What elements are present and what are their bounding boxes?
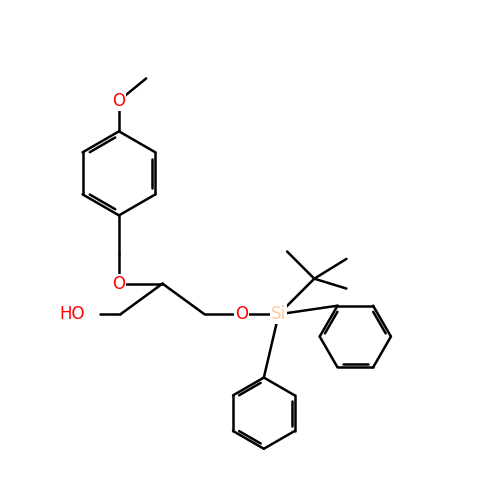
Text: O: O	[112, 92, 126, 110]
Text: Si: Si	[271, 306, 286, 324]
Text: O: O	[235, 306, 248, 324]
Text: HO: HO	[60, 306, 85, 324]
Text: O: O	[112, 274, 126, 292]
